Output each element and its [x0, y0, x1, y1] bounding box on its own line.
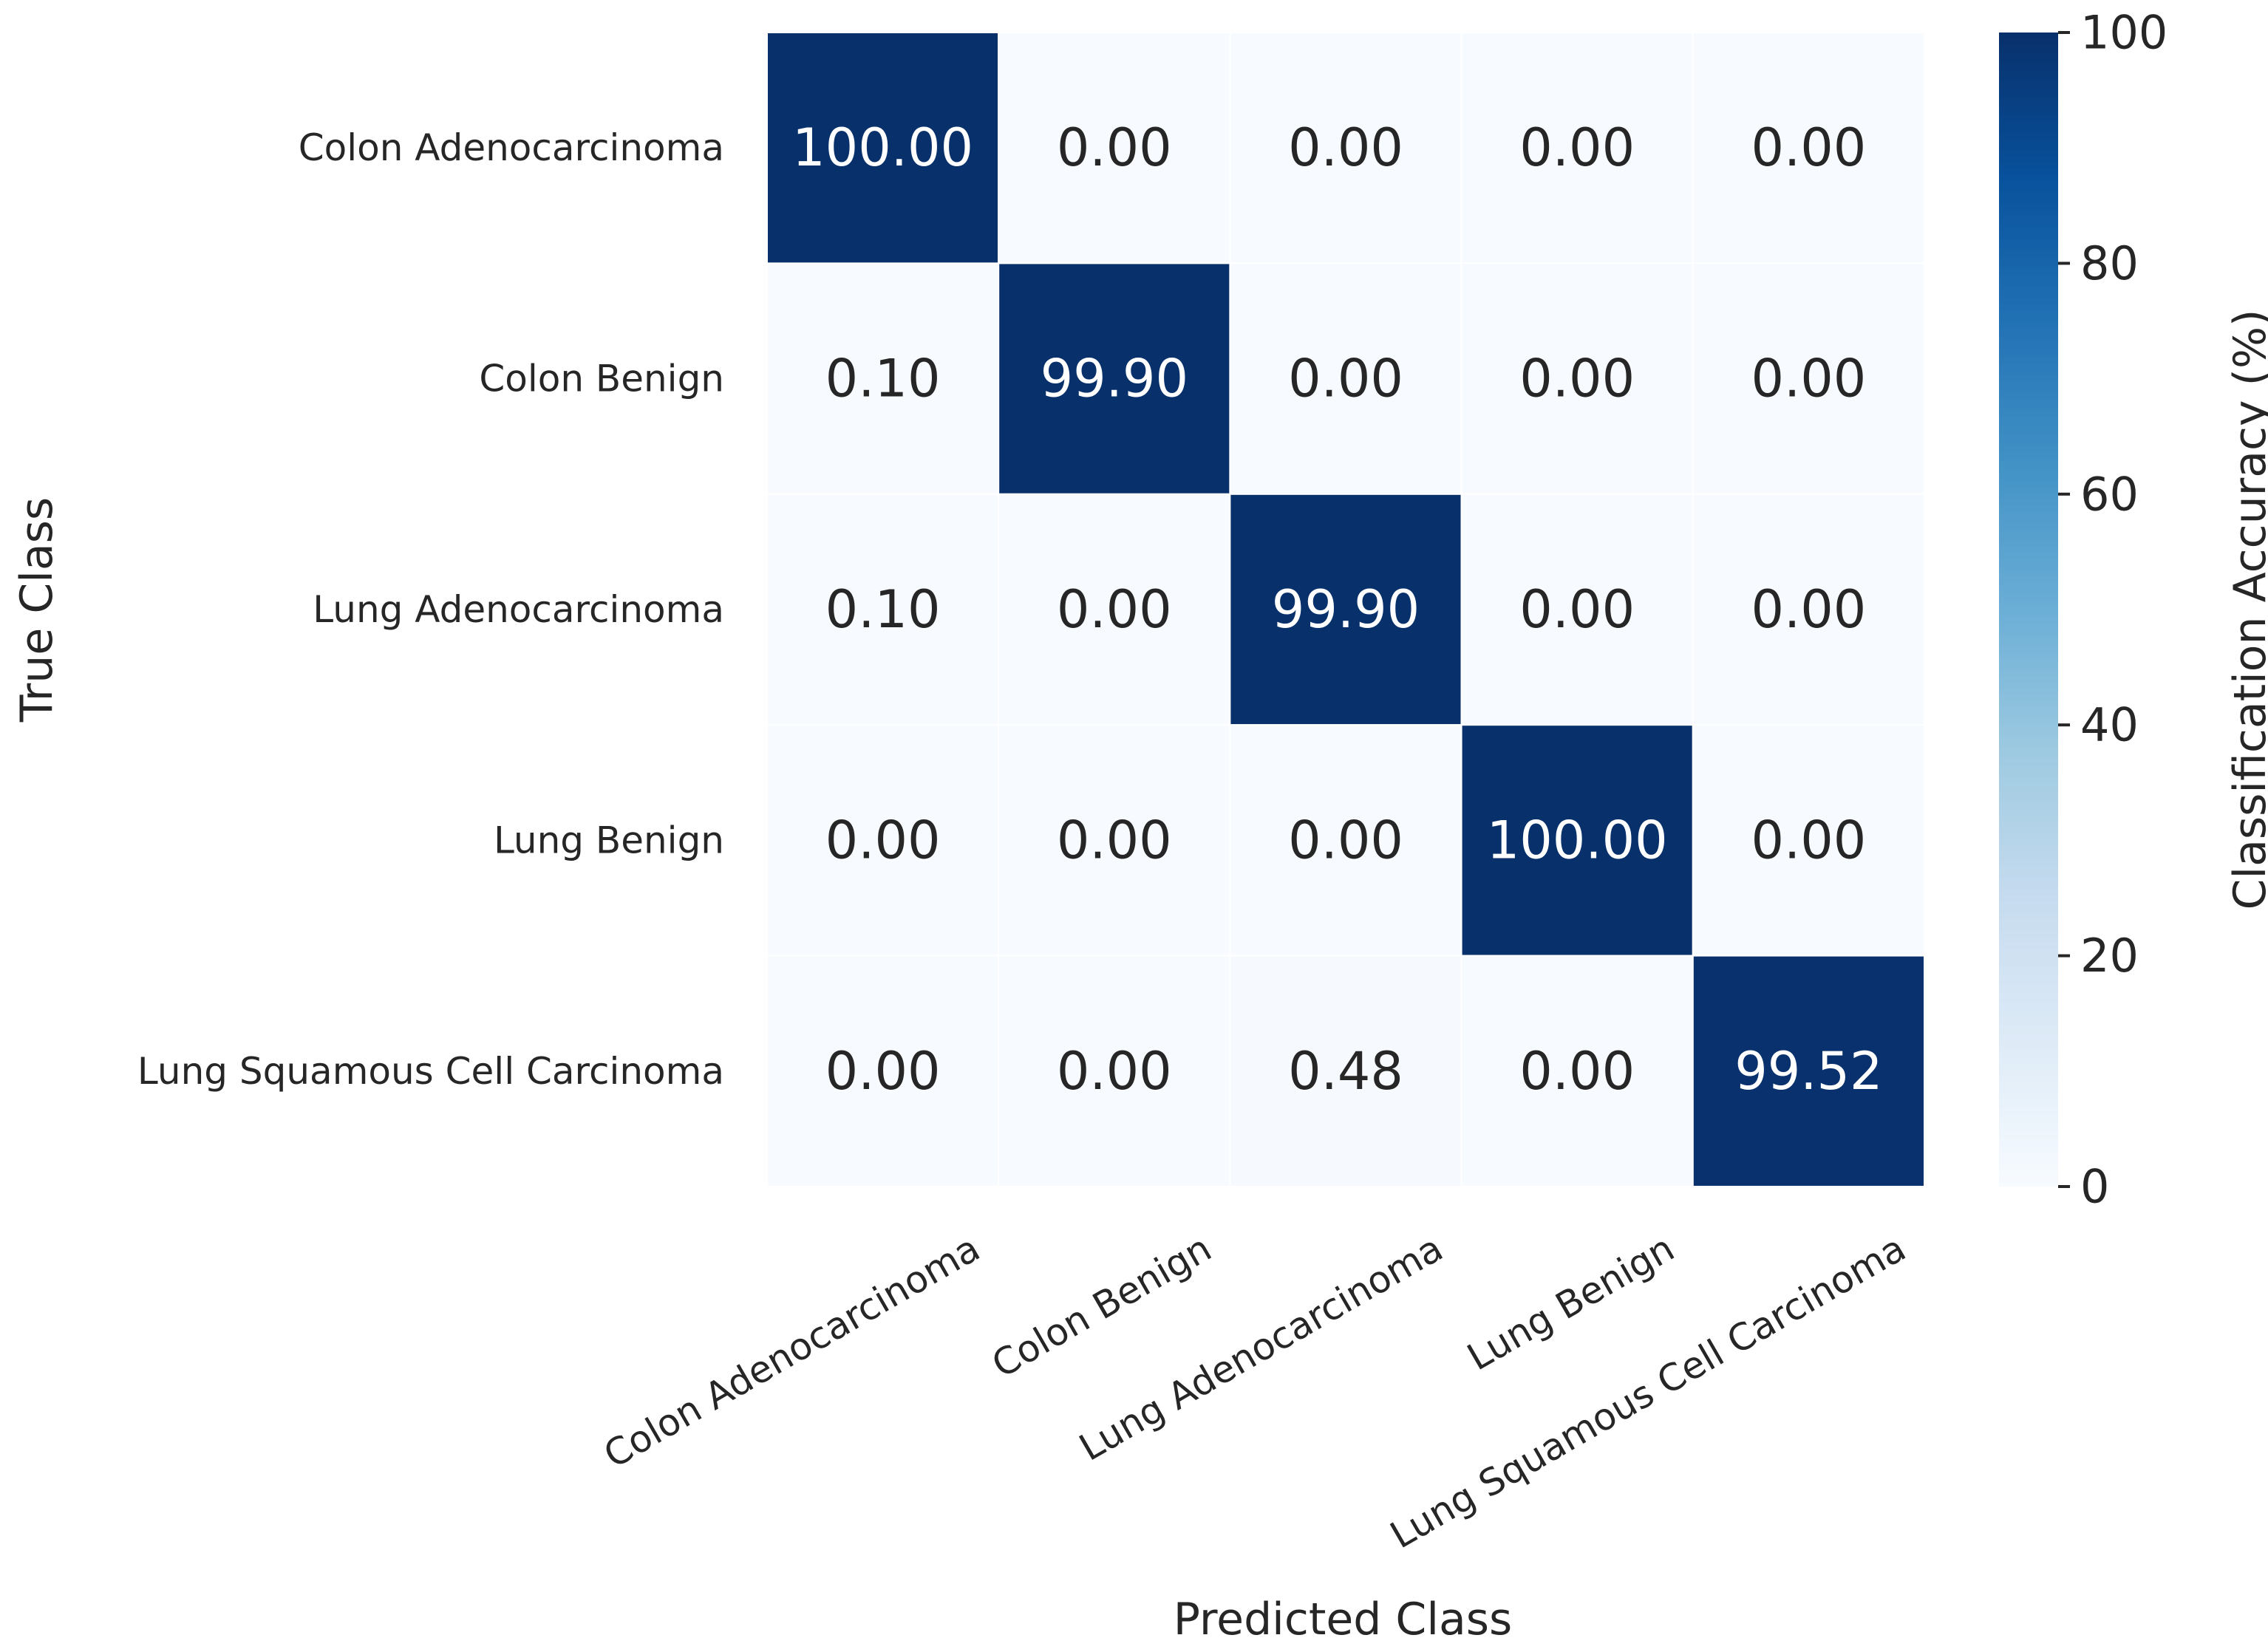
heatmap-cell	[1692, 32, 1926, 264]
heatmap-cell	[998, 955, 1231, 1187]
cell-value-label: 0.48	[1288, 1041, 1403, 1102]
heatmap-cell	[1229, 724, 1462, 957]
cell-value-label: 0.00	[1057, 579, 1172, 640]
heatmap-cell	[766, 262, 1000, 495]
cell-value-label: 0.00	[1288, 349, 1403, 409]
cell-value-label: 0.00	[1751, 349, 1866, 409]
cell-value-label: 99.90	[1041, 349, 1188, 409]
cell-value-label: 0.00	[1519, 1041, 1635, 1102]
cell-value-label: 0.00	[1288, 810, 1403, 870]
heatmap-cell	[1692, 724, 1926, 957]
heatmap-cell	[766, 724, 1000, 957]
heatmap-cell	[1460, 724, 1694, 957]
heatmap-cell	[1460, 493, 1694, 726]
row-tick-label: Colon Adenocarcinoma	[299, 126, 724, 169]
colorbar-label: Classification Accuracy (%)	[2224, 310, 2268, 910]
cell-value-label: 0.00	[1288, 117, 1403, 178]
heatmap-cell	[1229, 955, 1462, 1187]
colorbar-tick-label: 80	[2080, 236, 2139, 290]
row-tick-label: Lung Benign	[494, 819, 724, 861]
heatmap-cell	[766, 32, 1000, 264]
heatmap-cell	[998, 493, 1231, 726]
heatmap-cell	[998, 32, 1231, 264]
heatmap-cell	[1229, 493, 1462, 726]
cell-value-label: 0.00	[1057, 1041, 1172, 1102]
cell-value-label: 0.00	[1751, 117, 1866, 178]
colorbar-tick-label: 0	[2080, 1160, 2109, 1214]
row-tick-label: Colon Benign	[479, 358, 724, 400]
colorbar-ticks: 0 20 40 60 80 100	[2058, 6, 2167, 1214]
cell-value-label: 99.90	[1272, 579, 1420, 640]
cell-value-label: 0.00	[1057, 117, 1172, 178]
colorbar-tick-label: 60	[2080, 467, 2139, 521]
cell-value-label: 0.10	[825, 349, 941, 409]
y-axis-label: True Class	[11, 497, 63, 723]
cell-value-label: 0.00	[1519, 579, 1635, 640]
heatmap-cell	[1229, 32, 1462, 264]
row-tick-label: Lung Squamous Cell Carcinoma	[137, 1050, 724, 1093]
heatmap-cell	[1229, 262, 1462, 495]
heatmap-cell	[766, 955, 1000, 1187]
cell-value-label: 0.00	[825, 810, 941, 870]
row-tick-labels: Colon Adenocarcinoma Colon Benign Lung Ade…	[137, 126, 724, 1093]
cell-value-label: 0.00	[825, 1041, 941, 1102]
cell-value-label: 99.52	[1734, 1041, 1882, 1102]
cell-value-label: 0.00	[1751, 579, 1866, 640]
cell-value-label: 100.00	[792, 117, 973, 178]
x-axis-label: Predicted Class	[1174, 1594, 1513, 1645]
heatmap-cell	[1692, 955, 1926, 1187]
heatmap-cell	[1692, 493, 1926, 726]
column-tick-label: Colon Benign	[985, 1226, 1219, 1386]
colorbar-tick-label: 40	[2080, 698, 2139, 752]
heatmap-cell	[1460, 32, 1694, 264]
cell-value-label: 0.00	[1519, 349, 1635, 409]
column-tick-label: Colon Adenocarcinoma	[597, 1226, 987, 1476]
colorbar-tick-label: 100	[2080, 6, 2167, 60]
colorbar-gradient	[1999, 33, 2058, 1187]
heatmap-cell	[998, 724, 1231, 957]
colorbar: 0 20 40 60 80 100 Classification Accuracy (%)	[1999, 6, 2268, 1214]
colorbar-tick-label: 20	[2080, 929, 2139, 983]
column-tick-label: Lung Adenocarcinoma	[1072, 1226, 1450, 1470]
column-tick-label: Lung Benign	[1460, 1226, 1681, 1379]
row-tick-label: Lung Adenocarcinoma	[313, 588, 724, 631]
heatmap-cell	[998, 262, 1231, 495]
cell-value-label: 0.10	[825, 579, 941, 640]
heatmap-grid: 100.00 0.00 0.00 0.00 0.00 0.10 99.90 0.00 0.00 0…	[766, 32, 1926, 1187]
cell-value-label: 0.00	[1519, 117, 1635, 178]
cell-value-label: 0.00	[1751, 810, 1866, 870]
cell-value-label: 100.00	[1487, 810, 1668, 870]
heatmap-cell	[1692, 262, 1926, 495]
cell-value-label: 0.00	[1057, 810, 1172, 870]
